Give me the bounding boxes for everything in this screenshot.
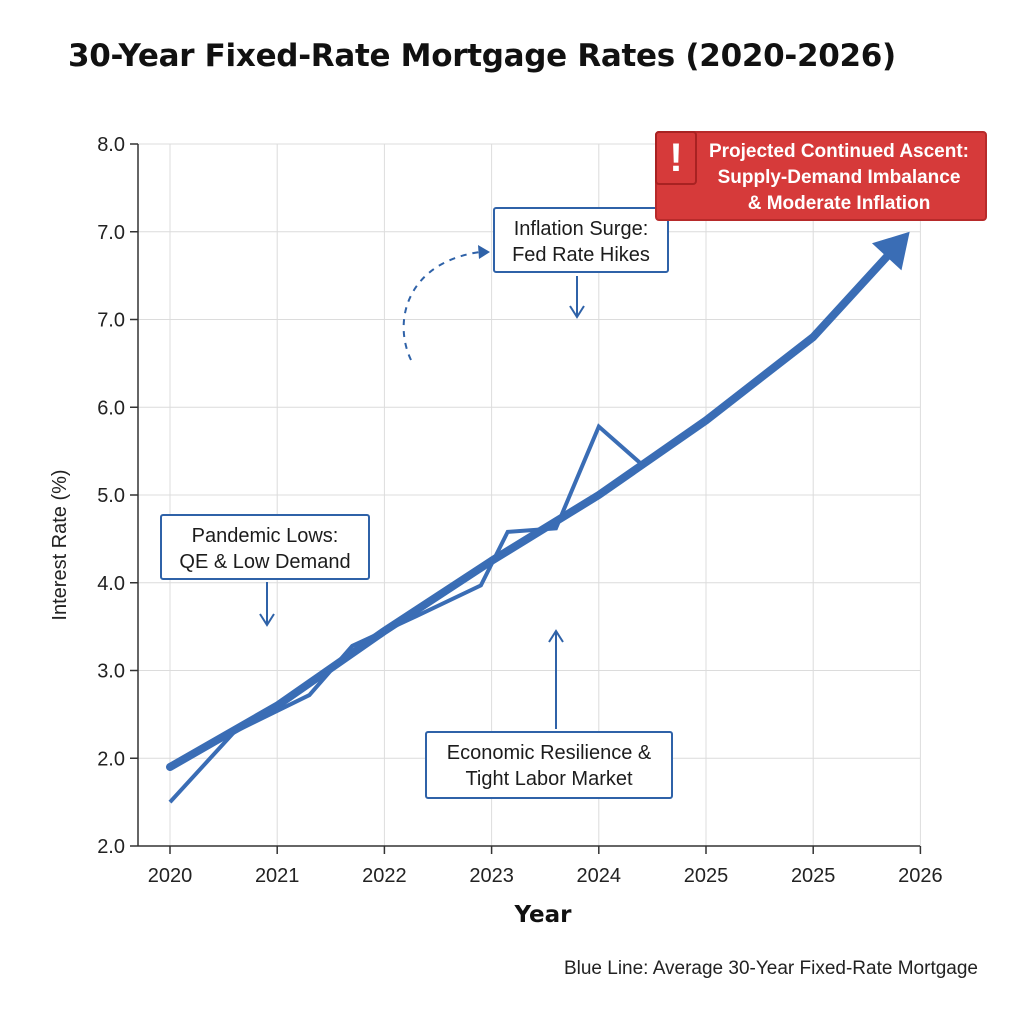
- tick-labels: 2.0 2.0 3.0 4.0 5.0 6.0 7.0 7.0 8.0 2020 2021 2022 2…: [97, 134, 942, 887]
- x-tick-label: 2022: [362, 865, 407, 887]
- callout-line: Supply-Demand Imbalance: [717, 167, 961, 188]
- callout-line: Projected Continued Ascent:: [708, 141, 970, 162]
- y-tick-label: 6.0: [97, 397, 125, 419]
- y-axis-label: Interest Rate (%): [49, 469, 71, 620]
- axes: [130, 143, 922, 854]
- series: [166, 231, 910, 804]
- warning-badge: !: [655, 131, 697, 185]
- y-tick-label: 4.0: [97, 573, 125, 595]
- y-tick-label: 3.0: [97, 661, 125, 683]
- chart-title: 30-Year Fixed-Rate Mortgage Rates (2020-…: [68, 38, 896, 74]
- y-tick-label: 5.0: [97, 485, 125, 507]
- inflation-surge-callout: Inflation Surge: Fed Rate Hikes: [493, 207, 669, 273]
- callout-line: Fed Rate Hikes: [512, 244, 650, 266]
- x-tick-label: 2023: [469, 865, 514, 887]
- exclamation-icon: !: [669, 136, 683, 180]
- callout-line: Inflation Surge:: [513, 218, 649, 240]
- x-tick-label: 2020: [148, 865, 193, 887]
- series-line-trend: [166, 252, 891, 772]
- callout-line: QE & Low Demand: [179, 551, 351, 573]
- y-tick-label: 2.0: [97, 748, 125, 770]
- x-tick-label: 2021: [255, 865, 300, 887]
- x-tick-label: 2025: [791, 865, 836, 887]
- trend-arrowhead: [871, 231, 910, 271]
- x-tick-label: 2025: [684, 865, 729, 887]
- economic-resilience-callout: Economic Resilience & Tight Labor Market: [425, 731, 673, 799]
- dashed-curve-arrow: [402, 251, 481, 361]
- callout-line: Economic Resilience &: [446, 742, 652, 764]
- series-line-actual: [168, 423, 644, 804]
- dashed-curve-arrowhead: [478, 245, 490, 259]
- pandemic-arrowhead: [259, 613, 275, 627]
- footnote: Blue Line: Average 30-Year Fixed-Rate Mo…: [563, 958, 978, 979]
- x-tick-label: 2024: [577, 865, 622, 887]
- callout-line: Tight Labor Market: [465, 768, 633, 790]
- annotation-arrows: [259, 245, 585, 729]
- y-tick-label: 8.0: [97, 134, 125, 156]
- grid: [138, 143, 921, 846]
- y-tick-label: 7.0: [97, 310, 125, 332]
- resilience-arrowhead: [548, 629, 564, 643]
- x-axis-label: Year: [513, 902, 572, 928]
- projected-ascent-callout: Projected Continued Ascent: Supply-Deman…: [655, 131, 987, 221]
- callout-line: & Moderate Inflation: [747, 193, 931, 214]
- y-tick-label: 2.0: [97, 836, 125, 858]
- y-tick-label: 7.0: [97, 222, 125, 244]
- x-tick-label: 2026: [898, 865, 943, 887]
- inflation-arrowhead: [569, 305, 585, 319]
- pandemic-lows-callout: Pandemic Lows: QE & Low Demand: [160, 514, 370, 580]
- callout-line: Pandemic Lows:: [191, 525, 339, 547]
